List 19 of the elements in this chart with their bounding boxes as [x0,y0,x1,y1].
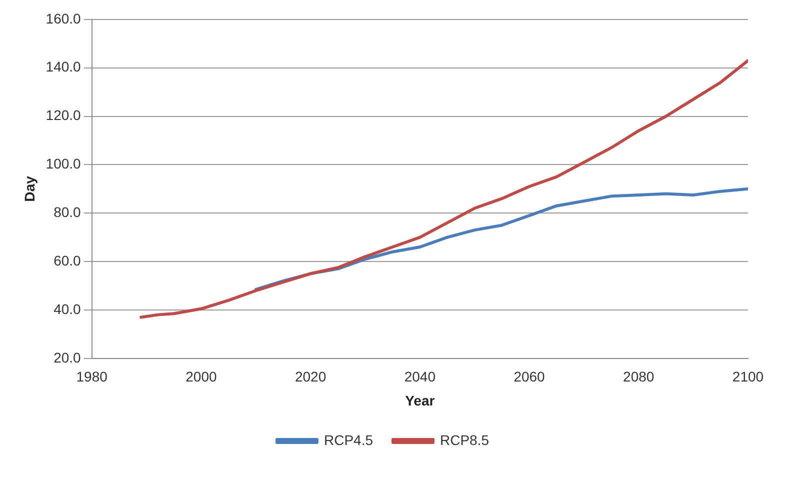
x-tick-label: 2100 [732,368,764,385]
x-tick-label: 2000 [186,368,217,385]
y-tick-label: 20.0 [54,349,82,366]
y-tick-label: 120.0 [46,107,82,124]
y-tick-label: 80.0 [54,204,82,220]
legend-label: RCP4.5 [324,432,374,448]
y-tick-label: 40.0 [54,300,82,317]
x-tick-label: 2020 [294,368,326,385]
y-axis-title: Day [21,176,38,202]
y-tick-label: 100.0 [46,156,82,172]
x-axis-title: Year [405,392,436,408]
y-tick-label: 60.0 [54,252,82,268]
legend-label: RCP8.5 [440,432,490,448]
x-tick-label: 2060 [514,368,546,385]
x-tick-label: 1980 [76,368,108,385]
y-tick-label: 160.0 [46,10,82,26]
x-tick-label: 2040 [404,368,436,385]
x-tick-label: 2080 [623,368,654,385]
y-tick-label: 140.0 [46,58,82,75]
